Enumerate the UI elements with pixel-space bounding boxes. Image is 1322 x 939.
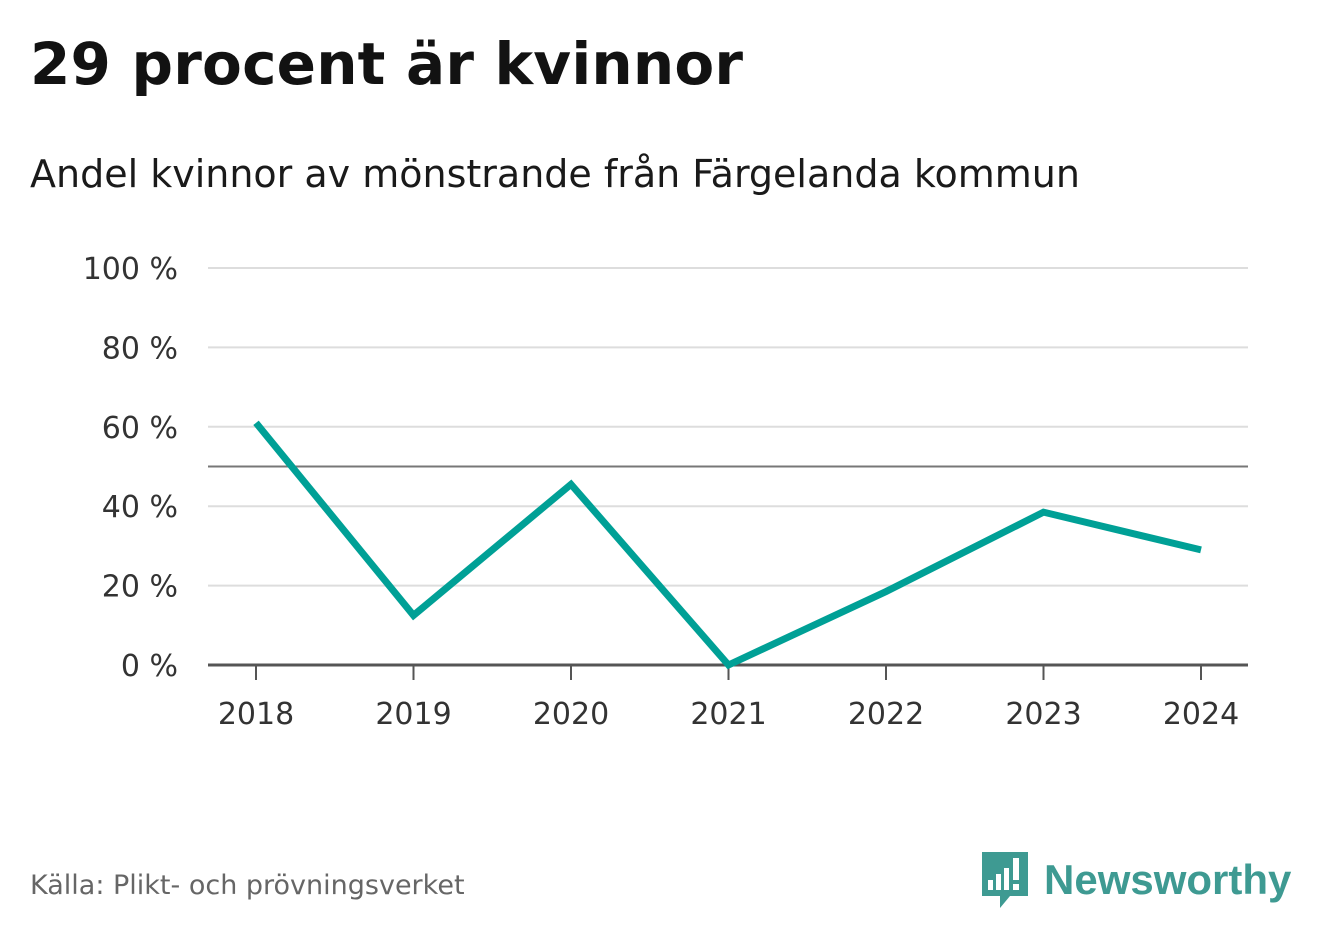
y-axis-tick-labels: 0 % 20 % 40 % 60 % 80 % 100 % xyxy=(83,252,178,684)
chart-subtitle: Andel kvinnor av mönstrande från Färgela… xyxy=(30,152,1080,196)
x-tick-label-2019: 2019 xyxy=(375,697,451,732)
y-tick-label-60: 60 % xyxy=(102,411,178,446)
bar-chart-speech-bubble-icon xyxy=(982,852,1028,908)
x-tick-label-2021: 2021 xyxy=(690,697,766,732)
brand-name: Newsworthy xyxy=(1044,856,1292,903)
x-tick-label-2018: 2018 xyxy=(218,697,294,732)
grid-lines xyxy=(208,267,1248,587)
y-tick-label-40: 40 % xyxy=(102,490,178,525)
y-tick-label-100: 100 % xyxy=(83,252,178,287)
x-axis-tick-labels: 2018 2019 2020 2021 2022 2023 2024 xyxy=(218,697,1239,732)
x-tick-label-2024: 2024 xyxy=(1163,697,1239,732)
brand-logo: Newsworthy xyxy=(980,850,1291,910)
y-tick-label-0: 0 % xyxy=(121,649,178,684)
source-note: Källa: Plikt- och prövningsverket xyxy=(30,870,465,901)
x-tick-label-2022: 2022 xyxy=(848,697,924,732)
series-line-0 xyxy=(253,420,1202,670)
y-tick-label-80: 80 % xyxy=(102,331,178,366)
series-group xyxy=(253,420,1202,670)
y-tick-label-20: 20 % xyxy=(102,570,178,605)
x-tick-label-2020: 2020 xyxy=(533,697,609,732)
x-tick-label-2023: 2023 xyxy=(1005,697,1081,732)
chart-title: 29 procent är kvinnor xyxy=(30,30,744,98)
